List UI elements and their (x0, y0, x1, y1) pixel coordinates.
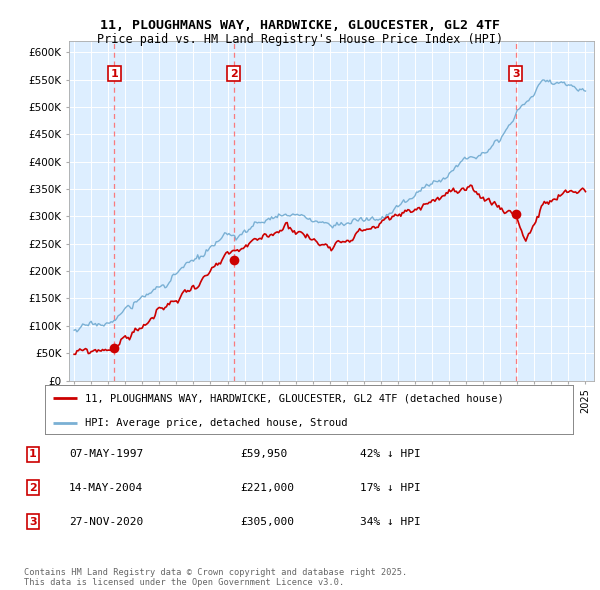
Text: 34% ↓ HPI: 34% ↓ HPI (360, 517, 421, 526)
Text: 2: 2 (230, 68, 238, 78)
Text: 3: 3 (29, 517, 37, 526)
Text: 17% ↓ HPI: 17% ↓ HPI (360, 483, 421, 493)
Text: 1: 1 (29, 450, 37, 459)
Text: £59,950: £59,950 (240, 450, 287, 459)
Text: HPI: Average price, detached house, Stroud: HPI: Average price, detached house, Stro… (85, 418, 347, 428)
Text: 14-MAY-2004: 14-MAY-2004 (69, 483, 143, 493)
Text: 11, PLOUGHMANS WAY, HARDWICKE, GLOUCESTER, GL2 4TF: 11, PLOUGHMANS WAY, HARDWICKE, GLOUCESTE… (100, 19, 500, 32)
Text: 3: 3 (512, 68, 520, 78)
Text: Contains HM Land Registry data © Crown copyright and database right 2025.
This d: Contains HM Land Registry data © Crown c… (24, 568, 407, 587)
Text: Price paid vs. HM Land Registry's House Price Index (HPI): Price paid vs. HM Land Registry's House … (97, 33, 503, 46)
Text: 07-MAY-1997: 07-MAY-1997 (69, 450, 143, 459)
Text: 42% ↓ HPI: 42% ↓ HPI (360, 450, 421, 459)
Text: 27-NOV-2020: 27-NOV-2020 (69, 517, 143, 526)
Text: £305,000: £305,000 (240, 517, 294, 526)
Text: 1: 1 (110, 68, 118, 78)
Text: 2: 2 (29, 483, 37, 493)
Text: 11, PLOUGHMANS WAY, HARDWICKE, GLOUCESTER, GL2 4TF (detached house): 11, PLOUGHMANS WAY, HARDWICKE, GLOUCESTE… (85, 394, 503, 404)
Text: £221,000: £221,000 (240, 483, 294, 493)
